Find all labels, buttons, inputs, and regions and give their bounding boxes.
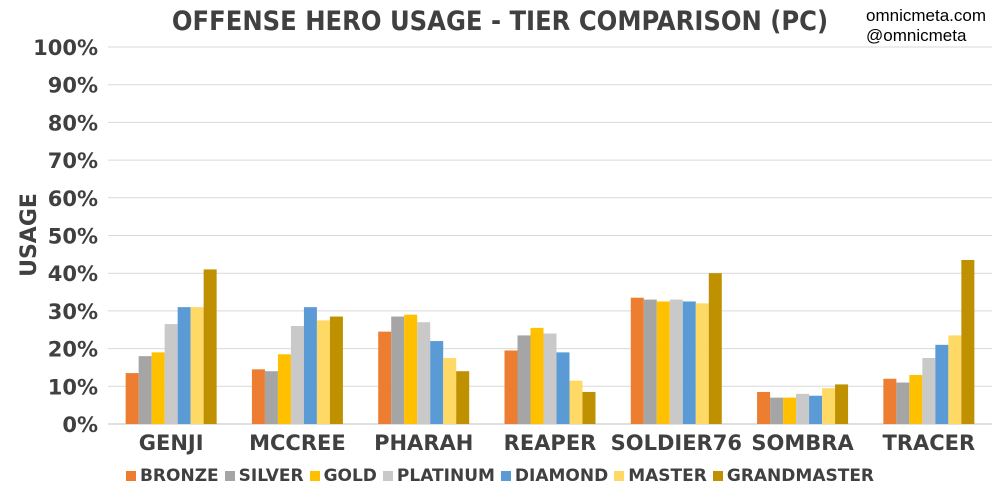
y-tick-labels: 0% 10% 20% 30% 40% 50% 60% 70% 80% 90% 100% — [33, 36, 98, 437]
bar-master-soldier76 — [695, 303, 709, 424]
bar-diamond-tracer — [935, 344, 949, 424]
legend-label: PLATINUM — [396, 466, 495, 486]
bar-gold-tracer — [909, 374, 923, 424]
legend-label: BRONZE — [139, 466, 219, 486]
bar-diamond-genji — [177, 307, 191, 424]
bar-gold-reaper — [530, 327, 544, 424]
legend-label: MASTER — [628, 466, 707, 486]
bar-master-mccree — [316, 320, 330, 424]
bars — [125, 260, 975, 424]
bar-master-genji — [190, 307, 204, 424]
y-tick-label: 100% — [33, 36, 98, 60]
bar-silver-reaper — [517, 335, 531, 424]
legend-swatch — [614, 471, 625, 481]
bar-platinum-reaper — [543, 333, 557, 424]
bar-silver-soldier76 — [643, 299, 657, 424]
category-label: SOMBRA — [751, 431, 854, 455]
bar-gold-mccree — [277, 354, 291, 424]
category-label: PHARAH — [374, 431, 473, 455]
y-tick-label: 0% — [62, 413, 98, 437]
bar-grandmaster-sombra — [835, 384, 849, 424]
bar-gold-soldier76 — [656, 301, 670, 424]
bar-master-tracer — [948, 335, 962, 424]
legend-item: MASTER — [614, 466, 707, 486]
bar-grandmaster-genji — [203, 269, 217, 424]
y-axis-label: USAGE — [17, 193, 42, 277]
y-tick-label: 50% — [48, 225, 98, 249]
y-tick-label: 60% — [48, 187, 98, 211]
legend: BRONZE SILVER GOLD PLATINUM DIAMOND MASTER GRA… — [0, 466, 1000, 486]
bar-platinum-pharah — [417, 322, 431, 424]
bar-master-pharah — [443, 358, 457, 424]
bar-platinum-genji — [164, 324, 178, 424]
legend-item: DIAMOND — [500, 466, 609, 486]
bar-bronze-pharah — [378, 331, 392, 424]
legend-item: GRANDMASTER — [712, 466, 875, 486]
bar-master-sombra — [822, 388, 836, 424]
bar-diamond-pharah — [430, 341, 444, 424]
y-tick-label: 10% — [48, 375, 98, 399]
bar-grandmaster-reaper — [582, 391, 596, 424]
bar-silver-sombra — [770, 397, 784, 424]
bar-gold-genji — [151, 352, 165, 424]
bar-bronze-tracer — [883, 378, 897, 424]
legend-item: GOLD — [309, 466, 377, 486]
bar-grandmaster-tracer — [961, 260, 975, 424]
y-tick-label: 90% — [48, 74, 98, 98]
legend-swatch — [224, 471, 235, 481]
y-tick-label: 20% — [48, 338, 98, 362]
y-tick-label: 80% — [48, 111, 98, 135]
bar-diamond-sombra — [809, 395, 823, 424]
category-label: TRACER — [883, 431, 976, 455]
bar-platinum-tracer — [922, 358, 936, 424]
chart-title: OFFENSE HERO USAGE - TIER COMPARISON (PC… — [172, 6, 828, 37]
legend-item: BRONZE — [125, 466, 219, 486]
legend-label: GRANDMASTER — [726, 466, 875, 486]
legend-label: DIAMOND — [514, 466, 609, 486]
category-label: REAPER — [504, 431, 597, 455]
legend-swatch — [382, 471, 393, 481]
legend-label: GOLD — [323, 466, 377, 486]
category-label: MCCREE — [249, 431, 346, 455]
category-label: SOLDIER76 — [611, 431, 742, 455]
bar-platinum-soldier76 — [669, 299, 683, 424]
bar-master-reaper — [569, 380, 583, 424]
bar-grandmaster-mccree — [329, 316, 343, 424]
watermark-site: omnicmeta.com — [866, 6, 986, 25]
legend-item: PLATINUM — [382, 466, 495, 486]
bar-bronze-soldier76 — [630, 297, 644, 424]
bar-diamond-soldier76 — [682, 301, 696, 424]
bar-gold-pharah — [404, 314, 418, 424]
y-tick-label: 40% — [48, 262, 98, 286]
bar-platinum-mccree — [290, 325, 304, 424]
legend-swatch — [712, 471, 723, 481]
y-tick-label: 30% — [48, 300, 98, 324]
legend-label: SILVER — [238, 466, 304, 486]
category-label: GENJI — [139, 431, 204, 455]
category-labels: GENJI MCCREE PHARAH REAPER SOLDIER76 SOMBRA TR… — [139, 431, 975, 455]
y-tick-label: 70% — [48, 149, 98, 173]
bar-silver-tracer — [896, 382, 910, 424]
legend-item: SILVER — [224, 466, 304, 486]
bar-bronze-reaper — [504, 350, 518, 424]
bar-silver-mccree — [264, 371, 278, 424]
bar-bronze-genji — [125, 373, 139, 424]
bar-diamond-mccree — [303, 307, 317, 424]
bar-gold-sombra — [783, 397, 797, 424]
bar-silver-pharah — [391, 316, 405, 424]
bar-grandmaster-soldier76 — [708, 273, 722, 424]
bar-bronze-mccree — [251, 369, 265, 424]
bar-diamond-reaper — [556, 352, 570, 424]
watermark: omnicmeta.com @omnicmeta — [866, 6, 986, 46]
bar-grandmaster-pharah — [456, 371, 470, 424]
legend-swatch — [500, 471, 511, 481]
bar-silver-genji — [138, 356, 152, 424]
bar-platinum-sombra — [796, 393, 810, 424]
bar-bronze-sombra — [757, 391, 771, 424]
legend-swatch — [309, 471, 320, 481]
legend-swatch — [125, 471, 136, 481]
watermark-handle: @omnicmeta — [866, 26, 967, 45]
